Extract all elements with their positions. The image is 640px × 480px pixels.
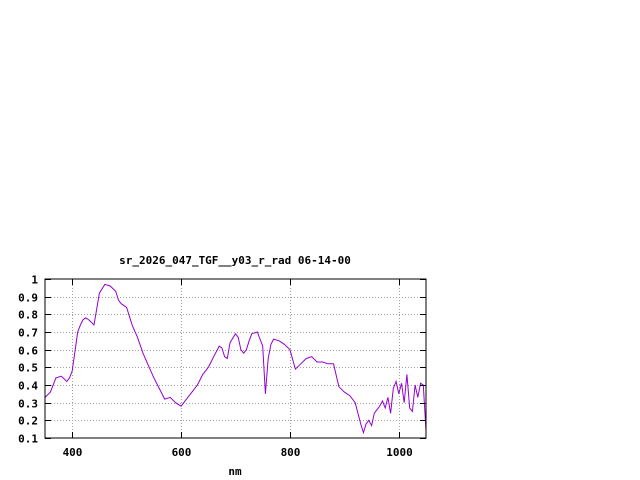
y-tick-label: 0.2: [18, 415, 38, 428]
x-tick-label: 800: [281, 446, 301, 459]
x-tick-label: 600: [172, 446, 192, 459]
y-tick-label: 0.6: [18, 345, 38, 358]
y-tick-label: 0.7: [18, 327, 38, 340]
tick-layer: 0.1 0.2 0.3 0.4 0.5 0.6 0.7 0.8 0.9 1 400 600 800 100…: [18, 274, 426, 459]
data-layer: [44, 283, 427, 435]
y-tick-label: 0.1: [18, 433, 38, 446]
y-tick-label: 0.4: [18, 380, 38, 393]
y-tick-label: 0.8: [18, 309, 38, 322]
y-tick-label: 0.9: [18, 292, 38, 305]
x-tick-label: 1000: [386, 446, 413, 459]
y-tick-label: 0.5: [18, 362, 38, 375]
x-axis-label: nm: [228, 465, 242, 478]
spectrum-series-line: [44, 283, 427, 435]
plot-frame: [44, 278, 427, 439]
chart-title: sr_2026_047_TGF__y03_r_rad 06-14-00: [119, 254, 351, 267]
grid-layer: [45, 279, 426, 438]
x-tick-label: 400: [63, 446, 83, 459]
y-tick-label: 0.3: [18, 398, 38, 411]
y-tick-label: 1: [31, 274, 38, 287]
